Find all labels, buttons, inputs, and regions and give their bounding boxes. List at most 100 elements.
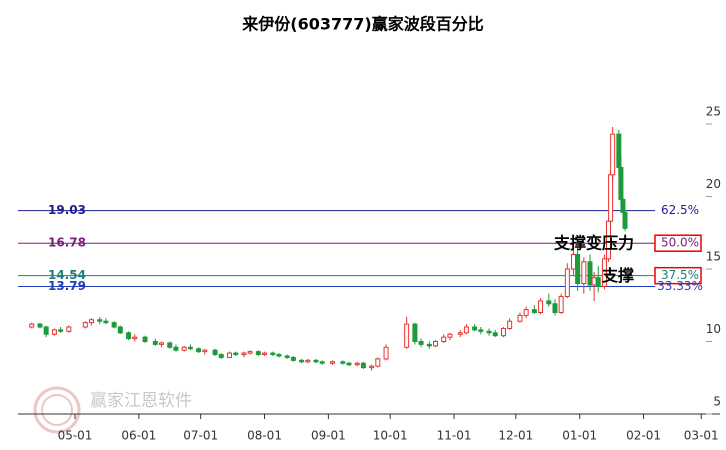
candle-body	[595, 277, 601, 287]
candle-body	[37, 323, 43, 328]
candle-body	[132, 336, 138, 340]
candle-body	[546, 300, 552, 305]
x-tick-label: 09-01	[311, 429, 346, 443]
y-tick-label: 15	[706, 250, 721, 264]
chart-title: 来伊份(603777)赢家波段百分比	[241, 15, 483, 34]
candle-body	[517, 314, 523, 322]
candle-body	[478, 329, 484, 332]
candle-body	[404, 323, 410, 348]
candle-body	[305, 359, 311, 363]
candle-body	[581, 261, 587, 284]
candle-body	[507, 320, 513, 329]
y-tick-label: 20	[706, 177, 721, 191]
candle-body	[620, 198, 626, 213]
y-tick-label: 10	[706, 322, 721, 336]
candle-body	[181, 346, 187, 351]
candle-body	[433, 341, 438, 347]
candle-body	[227, 352, 232, 358]
candle-body	[616, 133, 622, 168]
level-label: 62.5%	[661, 203, 699, 217]
level-note: 支撑变压力	[553, 234, 634, 253]
candle-body	[51, 329, 57, 335]
candle-body	[103, 320, 109, 324]
candle-body	[447, 333, 453, 338]
x-tick-label: 02-01	[626, 429, 661, 443]
y-tick-label: 5	[713, 395, 721, 409]
candle-body	[159, 342, 165, 345]
x-tick-label: 08-01	[247, 429, 282, 443]
level-value: 16.78	[48, 236, 86, 250]
level-value: 13.79	[48, 279, 86, 293]
level-box	[654, 234, 702, 252]
candle-body	[66, 326, 72, 332]
candle-body	[375, 358, 381, 367]
y-tick-label: 25	[706, 105, 721, 119]
candle-body	[622, 211, 628, 229]
candle-body	[167, 342, 173, 348]
candle-body	[196, 348, 202, 353]
candle-body	[173, 346, 179, 351]
level-value: 19.03	[48, 203, 86, 217]
candle-body	[601, 258, 607, 287]
candle-body	[152, 341, 158, 345]
candle-body	[531, 309, 537, 314]
x-tick-label: 03-01	[684, 429, 719, 443]
level-box	[654, 266, 702, 285]
x-tick-label: 10-01	[373, 429, 408, 443]
candle-body	[575, 254, 581, 284]
candle-body	[369, 365, 375, 369]
level-note: 支撑	[601, 266, 634, 285]
candle-body	[538, 300, 544, 313]
candle-body	[457, 332, 463, 335]
candle-body	[284, 355, 290, 358]
level-label: 50.0%	[661, 236, 699, 250]
candle-body	[472, 326, 478, 331]
candle-body	[571, 254, 577, 270]
candle-body	[587, 261, 593, 286]
candle-body	[212, 349, 218, 356]
candle-body	[247, 351, 253, 354]
watermark: 赢家江恩软件	[90, 391, 192, 411]
candle-body	[290, 356, 296, 361]
candle-body	[270, 352, 276, 356]
candle-body	[202, 349, 208, 353]
candle-body	[233, 352, 239, 356]
candle-body	[330, 361, 335, 364]
candle-body	[354, 362, 360, 366]
candle-body	[492, 332, 498, 337]
candle-body	[142, 336, 148, 342]
candle-body	[608, 174, 614, 222]
candle-body	[463, 326, 469, 334]
candle-body	[486, 330, 492, 334]
candle-body	[29, 323, 35, 328]
candle-body	[552, 303, 558, 313]
candle-body	[418, 341, 424, 345]
level-label: 33.33%	[657, 279, 703, 293]
candle-body	[299, 359, 305, 363]
candle-body	[43, 326, 49, 335]
x-tick-label: 11-01	[437, 429, 472, 443]
candle-body	[126, 332, 132, 340]
x-tick-label: 01-01	[562, 429, 597, 443]
candle-body	[360, 362, 366, 369]
level-label: 37.5%	[661, 268, 699, 282]
candle-body	[426, 343, 432, 347]
logo	[33, 386, 81, 434]
candle-body	[564, 268, 570, 298]
candle-body	[241, 352, 247, 356]
x-tick-label: 07-01	[183, 429, 218, 443]
x-tick-label: 05-01	[58, 429, 93, 443]
candle-body	[441, 336, 447, 342]
candle-body	[412, 323, 418, 343]
candle-body	[88, 319, 94, 324]
candle-body	[187, 346, 193, 350]
candle-body	[58, 329, 64, 332]
candle-body	[340, 361, 346, 364]
x-tick-label: 12-01	[498, 429, 533, 443]
candle-body	[591, 277, 597, 286]
candle-body	[500, 327, 506, 337]
candle-body	[97, 319, 103, 322]
candle-body	[523, 309, 529, 316]
candle-body	[111, 322, 117, 328]
